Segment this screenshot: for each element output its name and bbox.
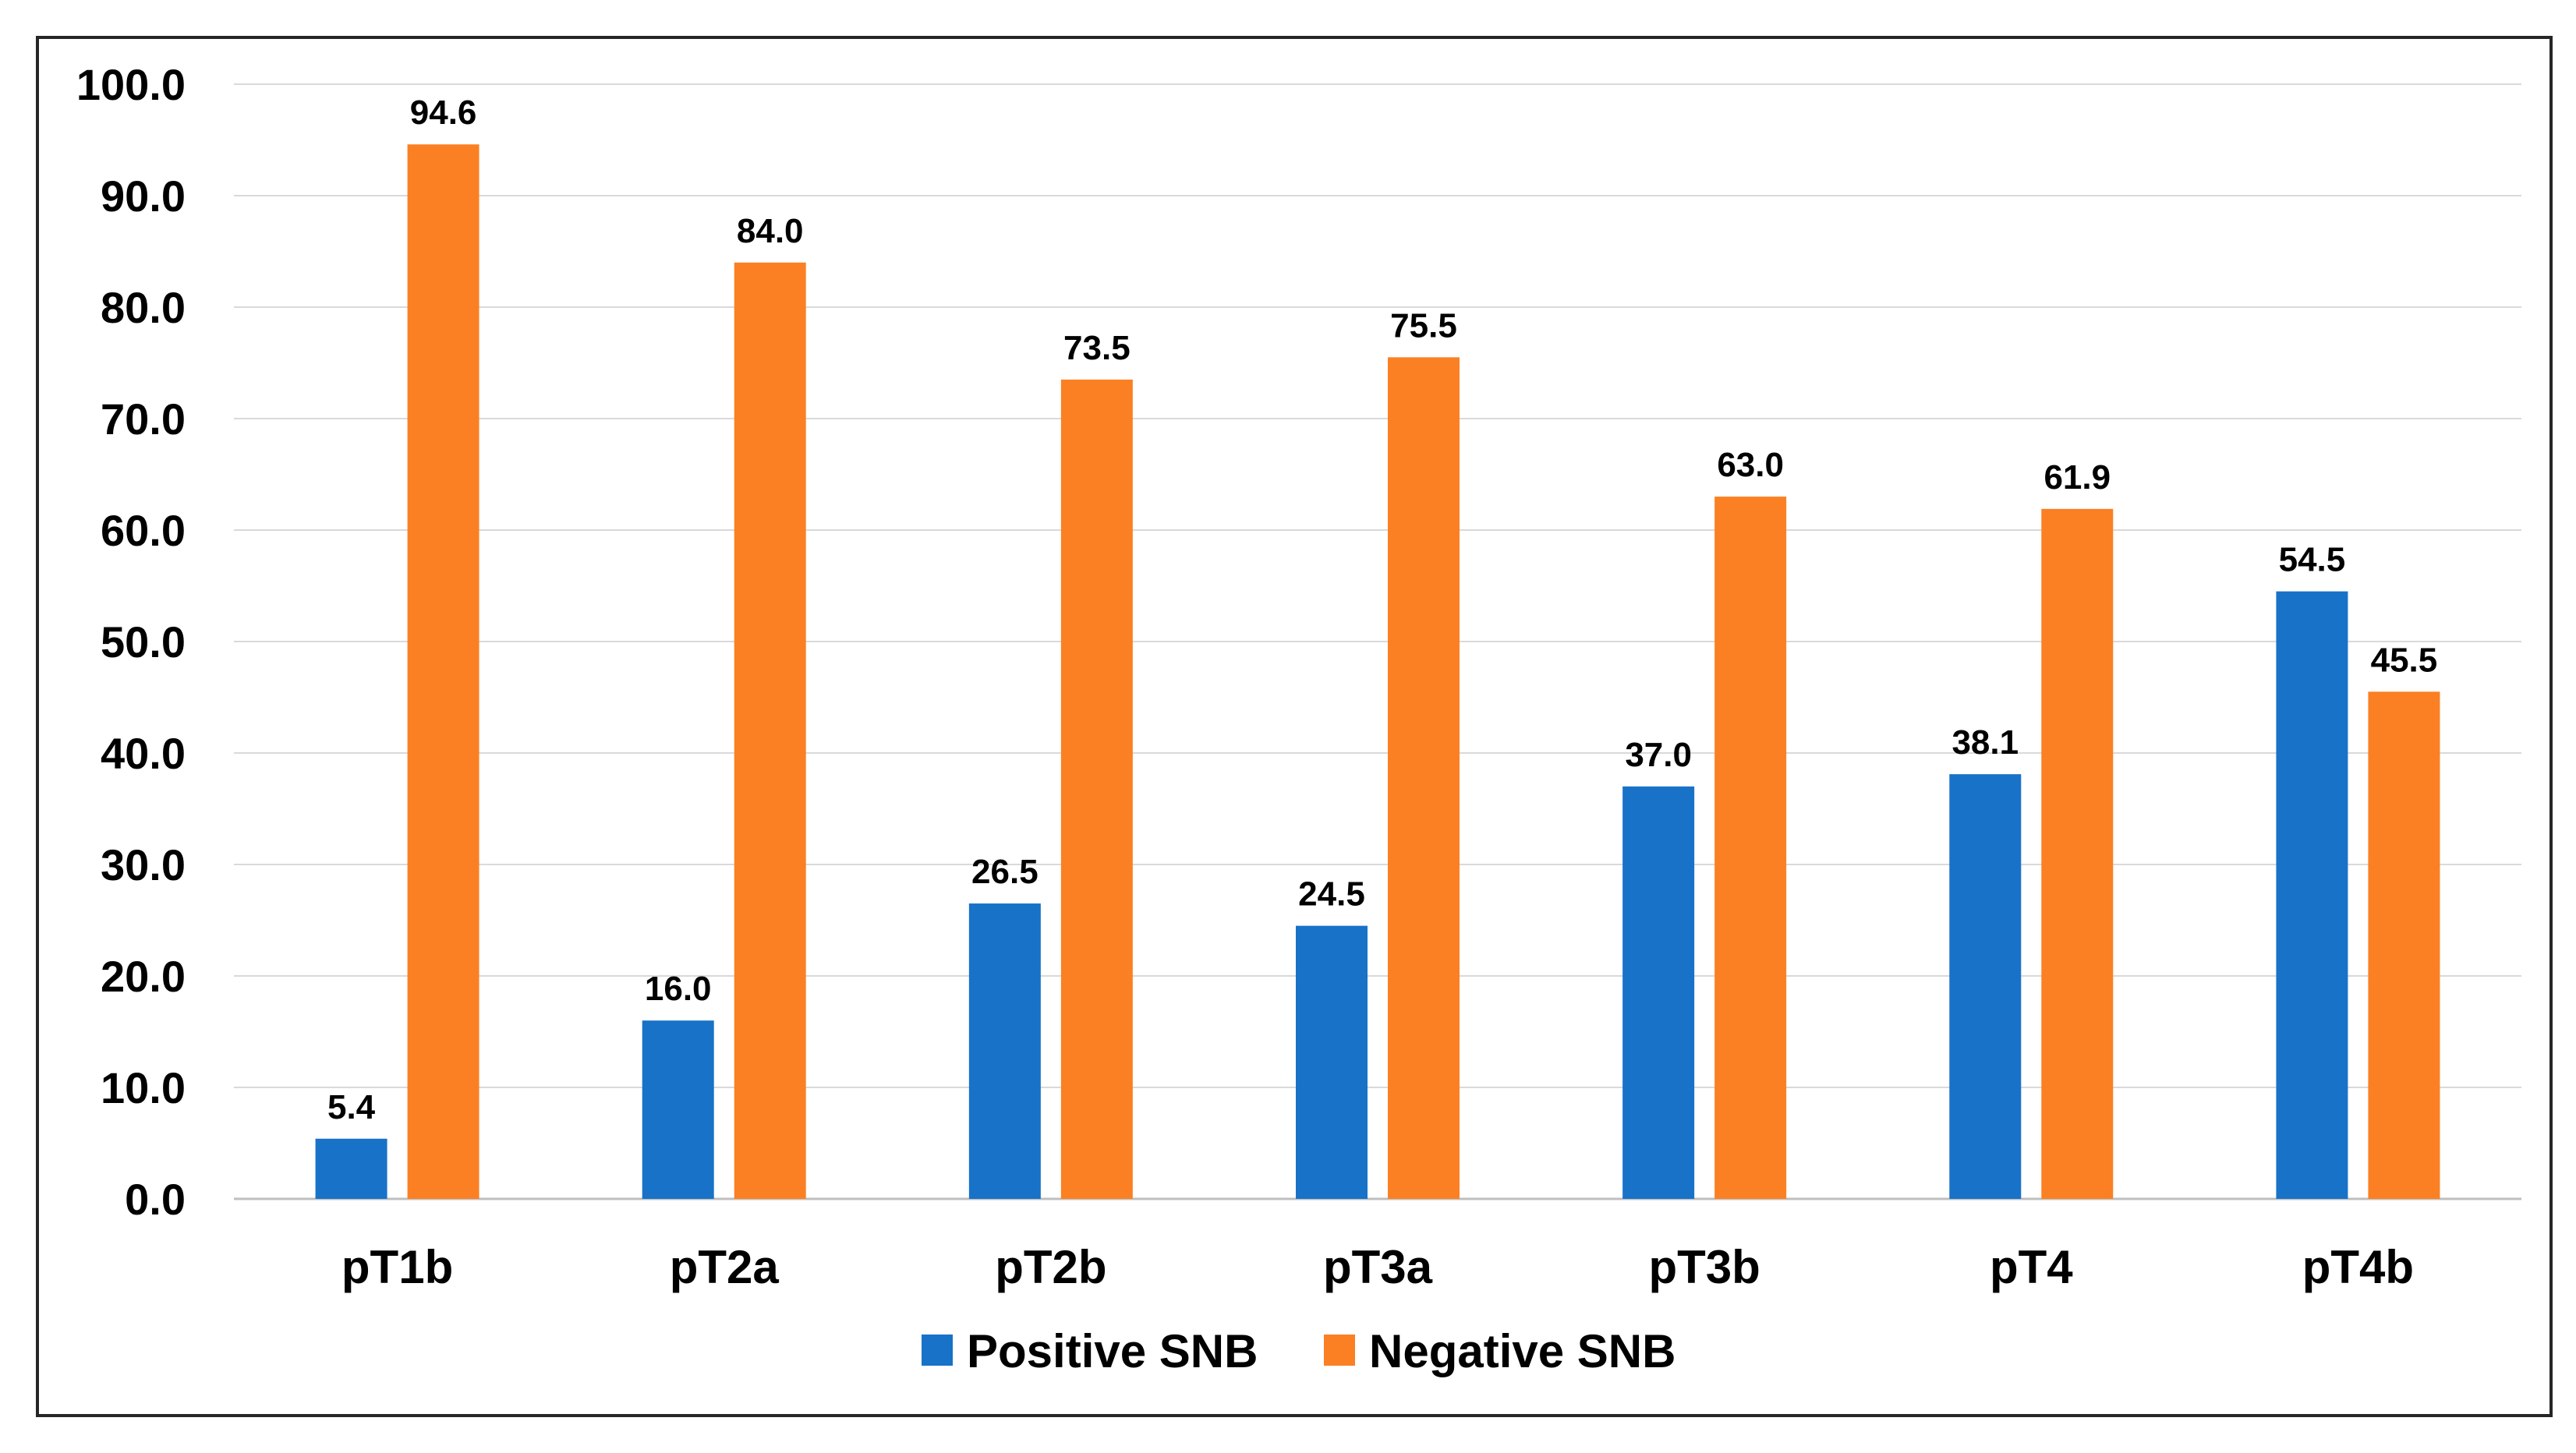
y-tick-label: 70.0 bbox=[101, 394, 186, 444]
data-label: 84.0 bbox=[737, 212, 804, 250]
data-label: 24.5 bbox=[1298, 875, 1365, 914]
y-tick-label: 0.0 bbox=[125, 1175, 186, 1224]
bar-pT1b-positive-snb bbox=[315, 1138, 387, 1199]
bar-pT3b-positive-snb bbox=[1622, 786, 1695, 1199]
legend-swatch-negative-snb bbox=[1324, 1335, 1355, 1366]
x-category-label: pT4b bbox=[2302, 1241, 2414, 1293]
data-label: 63.0 bbox=[1717, 446, 1784, 484]
x-category-label: pT4 bbox=[1990, 1241, 2073, 1293]
bar-pT4b-positive-snb bbox=[2276, 591, 2348, 1199]
bar-pT3a-negative-snb bbox=[1388, 357, 1460, 1200]
data-label: 75.5 bbox=[1390, 306, 1457, 345]
y-tick-label: 30.0 bbox=[101, 840, 186, 889]
data-label: 45.5 bbox=[2371, 641, 2438, 679]
data-label: 73.5 bbox=[1063, 329, 1131, 367]
data-label: 94.6 bbox=[410, 94, 477, 132]
legend: Positive SNB Negative SNB bbox=[922, 1325, 1675, 1377]
y-axis-ticks: 0.0 10.0 20.0 30.0 40.0 50.0 60.0 70.0 80.0 90.0 1… bbox=[76, 60, 186, 1224]
bars bbox=[315, 144, 2440, 1200]
data-labels: 5.4 94.6 16.0 84.0 26.5 73.5 24.5 75.5 37.0 63.0 3… bbox=[327, 94, 2437, 1126]
y-tick-label: 40.0 bbox=[101, 729, 186, 778]
y-tick-label: 50.0 bbox=[101, 617, 186, 666]
data-label: 61.9 bbox=[2043, 458, 2111, 497]
bar-pT1b-negative-snb bbox=[407, 144, 479, 1200]
y-tick-label: 90.0 bbox=[101, 171, 186, 221]
bar-pT4-positive-snb bbox=[1949, 774, 2022, 1199]
x-category-label: pT3a bbox=[1323, 1241, 1433, 1293]
legend-label: Negative SNB bbox=[1369, 1325, 1675, 1377]
y-tick-label: 10.0 bbox=[101, 1063, 186, 1112]
y-tick-label: 60.0 bbox=[101, 506, 186, 555]
x-category-label: pT1b bbox=[341, 1241, 453, 1293]
x-category-label: pT3b bbox=[1648, 1241, 1760, 1293]
data-label: 37.0 bbox=[1625, 736, 1692, 774]
x-axis-categories: pT1b pT2a pT2b pT3a pT3b pT4 pT4b bbox=[341, 1241, 2414, 1293]
gridlines bbox=[234, 83, 2521, 1200]
bar-pT2b-positive-snb bbox=[968, 903, 1041, 1199]
data-label: 26.5 bbox=[971, 853, 1039, 891]
data-label: 54.5 bbox=[2279, 541, 2346, 579]
bar-pT4b-negative-snb bbox=[2368, 691, 2440, 1199]
bar-pT2a-negative-snb bbox=[734, 262, 806, 1199]
bar-pT3b-negative-snb bbox=[1714, 497, 1787, 1199]
bar-pT4-negative-snb bbox=[2041, 508, 2114, 1199]
data-label: 5.4 bbox=[327, 1088, 376, 1126]
data-label: 16.0 bbox=[645, 970, 712, 1008]
x-category-label: pT2b bbox=[995, 1241, 1106, 1293]
bar-pT2a-positive-snb bbox=[642, 1020, 714, 1199]
y-tick-label: 20.0 bbox=[101, 952, 186, 1001]
bar-pT2b-negative-snb bbox=[1060, 379, 1133, 1200]
bar-pT3a-positive-snb bbox=[1296, 925, 1368, 1199]
legend-swatch-positive-snb bbox=[922, 1335, 953, 1366]
legend-label: Positive SNB bbox=[967, 1325, 1258, 1377]
data-label: 38.1 bbox=[1951, 723, 2019, 762]
x-category-label: pT2a bbox=[670, 1241, 780, 1293]
y-tick-label: 80.0 bbox=[101, 283, 186, 332]
y-tick-label: 100.0 bbox=[76, 60, 186, 109]
